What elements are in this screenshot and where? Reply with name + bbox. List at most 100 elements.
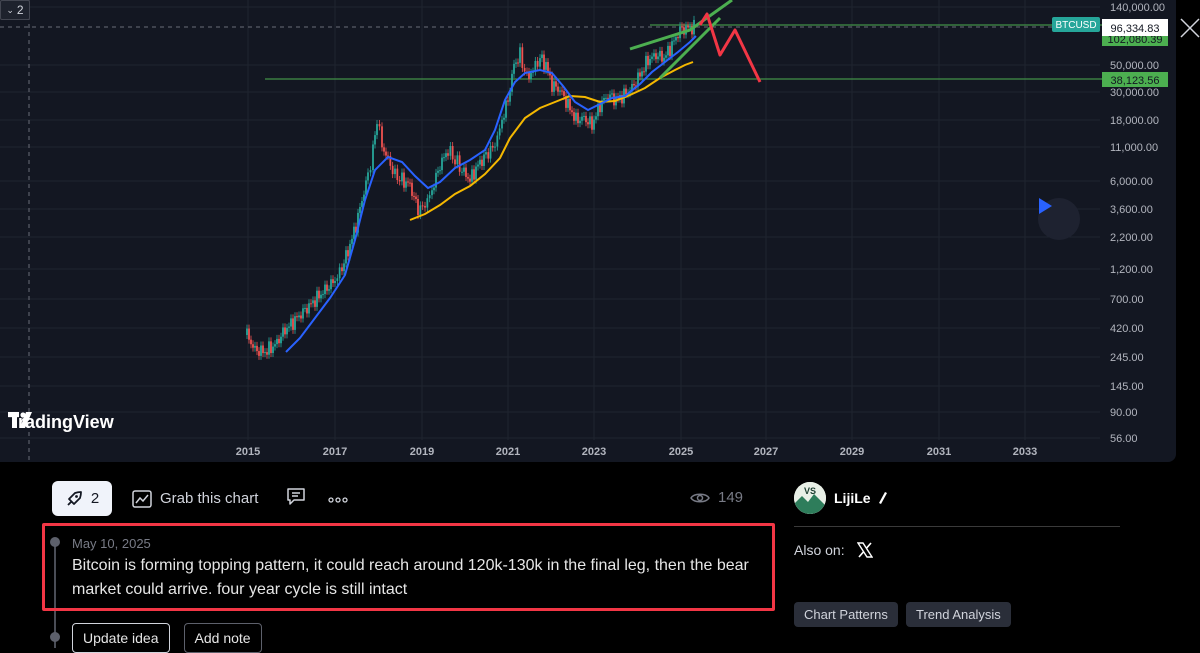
current-price-badge: 96,334.83	[1102, 19, 1168, 36]
x-logo-icon[interactable]	[856, 542, 873, 558]
tradingview-logo-icon	[8, 412, 32, 428]
candle-body	[671, 41, 673, 57]
timeline-dot	[50, 537, 60, 547]
candle-body	[645, 55, 647, 72]
candle-body	[515, 62, 517, 64]
candle-body	[398, 179, 401, 182]
comment-button[interactable]	[286, 486, 306, 511]
candle-body	[659, 50, 661, 57]
update-idea-button[interactable]: Update idea	[72, 623, 170, 653]
candle-body	[256, 345, 258, 352]
candle-body	[324, 284, 326, 295]
candle-body	[407, 181, 409, 183]
candle-body	[581, 116, 583, 121]
candle-body	[613, 93, 615, 106]
candle-body	[286, 327, 288, 335]
candle-body	[278, 338, 280, 344]
candle-body	[417, 199, 419, 216]
chart-panel[interactable]: 140,000.00 50,000.00 30,000.00 18,000.00 11,…	[0, 0, 1176, 462]
candle-body	[260, 345, 262, 356]
candle-body	[487, 152, 490, 159]
candle-body	[405, 181, 407, 188]
candle-body	[557, 86, 559, 92]
svg-text:38,123.56: 38,123.56	[1111, 75, 1160, 87]
sidebar-divider	[794, 526, 1120, 527]
price-tick-label: 11,000.00	[1110, 142, 1158, 154]
candle-body	[254, 345, 256, 348]
candle-body	[625, 88, 627, 95]
year-tick-label: 2025	[669, 446, 693, 458]
candle-body	[381, 126, 383, 148]
price-tick-label: 145.00	[1110, 381, 1144, 393]
candle-body	[310, 303, 312, 305]
boost-button[interactable]: 2	[52, 481, 112, 516]
candle-body	[302, 308, 304, 319]
candle-body	[475, 166, 477, 180]
candle-body	[609, 94, 611, 99]
candle-body	[268, 341, 270, 355]
candle-body	[355, 226, 357, 233]
play-button[interactable]	[1038, 198, 1080, 240]
candle-body	[599, 103, 601, 113]
candle-body	[465, 167, 467, 177]
candle-body	[501, 119, 503, 129]
candle-body	[517, 62, 519, 64]
close-icon[interactable]	[1180, 18, 1200, 43]
chart-icon	[132, 489, 152, 508]
candle-body	[647, 55, 649, 66]
tag-chart-patterns[interactable]: Chart Patterns	[794, 602, 898, 627]
collapse-count: 2	[16, 3, 24, 17]
candle-body	[675, 37, 677, 41]
brand-name: TradingView	[8, 412, 114, 432]
rocket-icon	[67, 490, 82, 506]
candle-body	[521, 47, 524, 68]
candle-body	[456, 155, 459, 165]
price-axis: 140,000.00 50,000.00 30,000.00 18,000.00 11,…	[1110, 2, 1165, 445]
candle-body	[288, 326, 290, 328]
candle-body	[507, 100, 509, 102]
candle-body	[409, 182, 411, 184]
candle-body	[248, 328, 250, 340]
candle-body	[461, 171, 463, 173]
candle-body	[677, 37, 679, 39]
candle-body	[667, 45, 669, 56]
more-options-button[interactable]	[328, 490, 349, 508]
svg-text:96,334.83: 96,334.83	[1111, 23, 1160, 35]
avatar[interactable]: VS	[794, 482, 826, 514]
candle-body	[347, 250, 349, 257]
grab-chart-button[interactable]: Grab this chart	[132, 489, 258, 508]
candle-body	[505, 100, 507, 118]
candle-body	[292, 318, 294, 330]
comment-icon	[287, 488, 306, 505]
candle-body	[439, 170, 441, 172]
candle-body	[322, 294, 324, 296]
candle-body	[681, 26, 683, 28]
candle-body	[583, 115, 585, 117]
candle-body	[389, 155, 392, 166]
candle-body	[479, 159, 481, 165]
candle-body	[246, 328, 248, 335]
symbol-badge: BTCUSD	[1052, 17, 1100, 32]
price-tick-label: 6,000.00	[1110, 176, 1153, 188]
price-chart[interactable]: 140,000.00 50,000.00 30,000.00 18,000.00 11,…	[0, 0, 1176, 462]
candle-body	[353, 226, 355, 239]
author-link[interactable]: VS LijiLe	[794, 482, 887, 514]
support-price-badge: 38,123.56	[1102, 72, 1168, 87]
candle-body	[633, 83, 635, 86]
candle-body	[663, 57, 665, 62]
candle-body	[543, 54, 545, 70]
candle-body	[481, 159, 483, 166]
candle-body	[603, 97, 605, 101]
candle-body	[272, 346, 274, 354]
candle-body	[483, 154, 485, 166]
tag-trend-analysis[interactable]: Trend Analysis	[906, 602, 1011, 627]
add-note-button[interactable]: Add note	[183, 623, 262, 653]
candle-body	[306, 307, 308, 314]
candle-body	[454, 159, 456, 165]
play-icon	[1039, 198, 1052, 214]
candle-body	[357, 212, 359, 233]
candle-body	[274, 344, 276, 347]
candle-body	[655, 53, 657, 60]
candle-body	[376, 124, 378, 136]
collapse-toggle[interactable]: ⌄ 2	[0, 0, 30, 20]
